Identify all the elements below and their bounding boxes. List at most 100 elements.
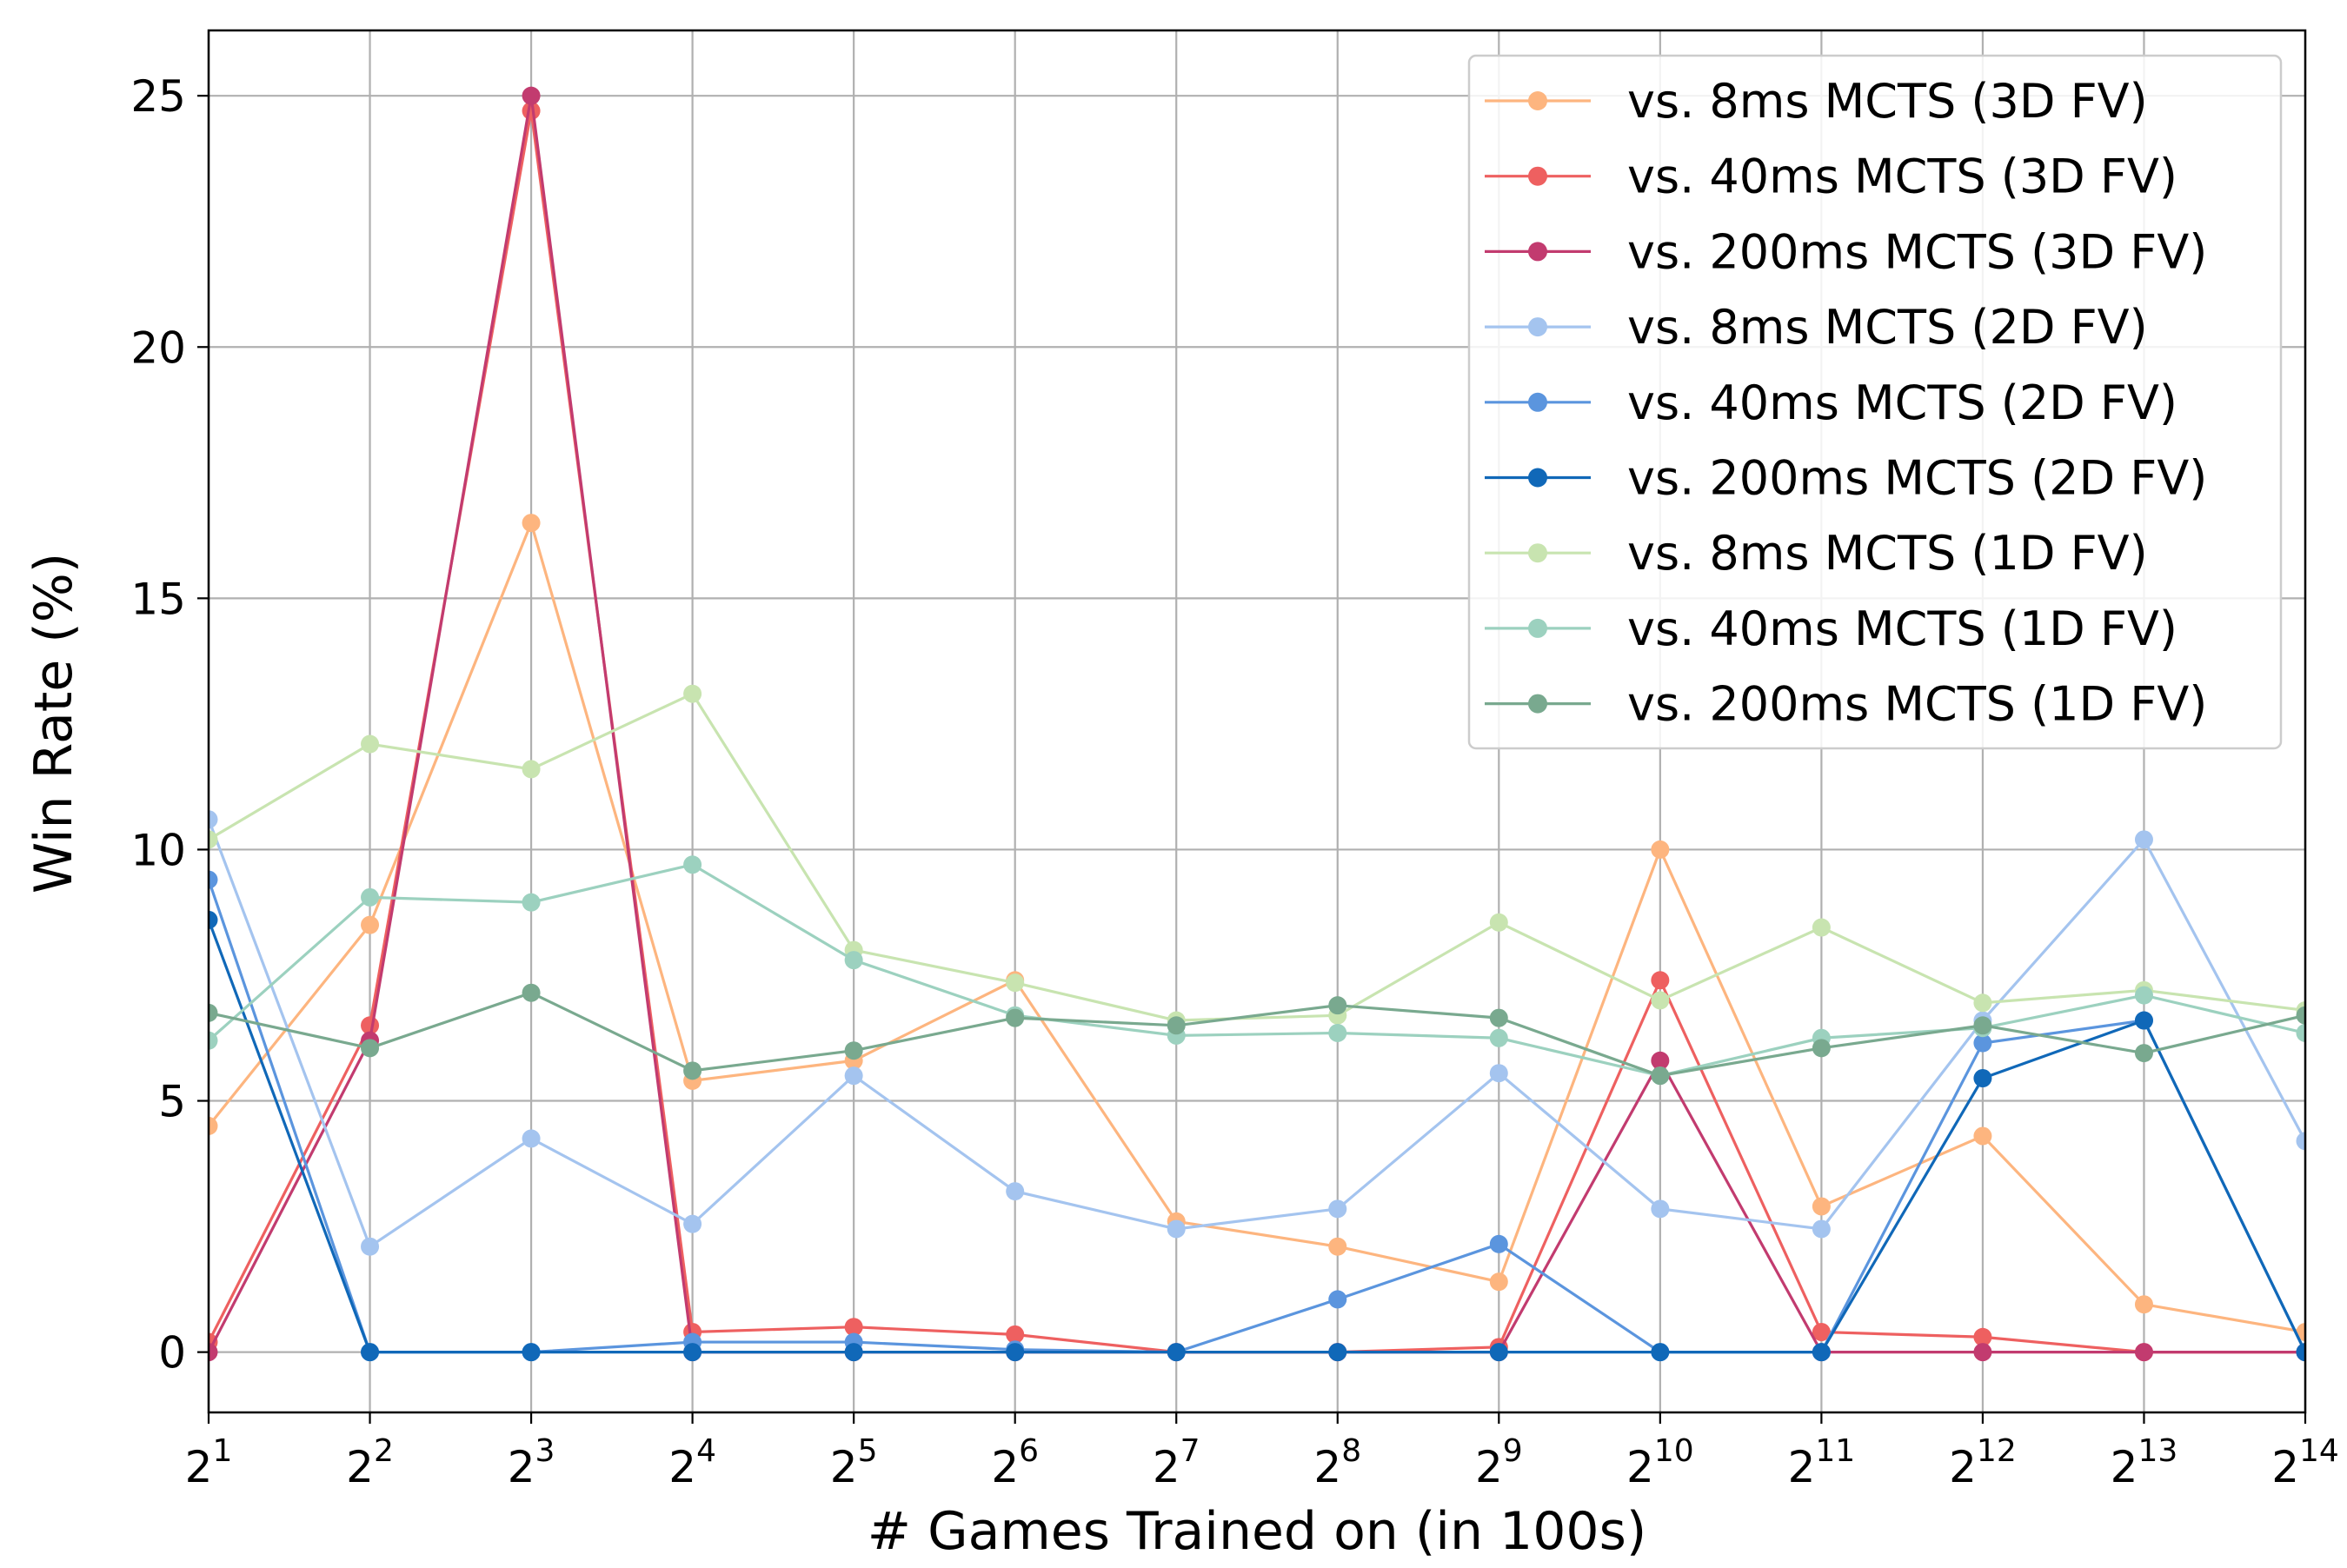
data-point (2296, 1006, 2305, 1025)
data-point (1973, 1069, 1992, 1088)
series-line (209, 819, 2305, 1249)
legend-label: vs. 40ms MCTS (3D FV) (1627, 149, 2177, 204)
legend-item: vs. 8ms MCTS (1D FV) (1485, 526, 2148, 581)
series-4 (209, 810, 2305, 1256)
data-point (2134, 1295, 2153, 1314)
series-5 (209, 870, 2305, 1362)
data-point (1489, 1064, 1508, 1083)
legend-marker (1528, 392, 1547, 412)
legend-marker (1528, 91, 1547, 110)
x-tick-label: 28 (1313, 1433, 1361, 1492)
data-point (209, 870, 218, 889)
series-line (209, 919, 2305, 1354)
y-tick-label: 5 (158, 1077, 186, 1127)
legend-label: vs. 200ms MCTS (3D FV) (1627, 224, 2207, 279)
series-6 (209, 910, 2305, 1362)
series-9 (209, 983, 2305, 1086)
data-point (361, 1039, 380, 1058)
data-point (1651, 1343, 1670, 1362)
data-point (1651, 971, 1670, 990)
data-point (1973, 1126, 1992, 1146)
data-point (1006, 1343, 1025, 1362)
data-point (209, 1343, 218, 1362)
legend-label: vs. 40ms MCTS (1D FV) (1627, 601, 2177, 656)
legend-marker (1528, 317, 1547, 337)
data-point (1973, 993, 1992, 1013)
series-lines (209, 86, 2305, 1362)
data-point (361, 915, 380, 934)
data-point (2296, 1132, 2305, 1151)
data-point (209, 810, 218, 829)
series-line (209, 518, 2305, 1334)
x-tick-label: 212 (1949, 1433, 2017, 1492)
data-point (844, 1318, 863, 1337)
data-point (2134, 830, 2153, 849)
series-line (209, 879, 2305, 1354)
y-tick-label: 20 (130, 322, 186, 373)
data-point (522, 86, 541, 105)
x-tick-label: 214 (2271, 1433, 2339, 1492)
data-point (1973, 1016, 1992, 1035)
data-point (1489, 1343, 1508, 1362)
legend-item: vs. 8ms MCTS (3D FV) (1485, 74, 2148, 129)
legend-item: vs. 40ms MCTS (2D FV) (1485, 375, 2177, 430)
data-point (1651, 991, 1670, 1010)
data-point (1328, 1237, 1347, 1256)
data-point (522, 893, 541, 912)
data-point (1006, 1008, 1025, 1027)
data-point (1167, 1016, 1186, 1035)
data-point (1973, 1033, 1992, 1053)
data-point (683, 1214, 702, 1233)
legend-item: vs. 200ms MCTS (1D FV) (1485, 677, 2207, 732)
data-point (1812, 1197, 1831, 1216)
data-point (2134, 986, 2153, 1005)
data-point (1489, 1234, 1508, 1253)
data-point (1812, 1322, 1831, 1341)
x-tick-label: 213 (2111, 1433, 2178, 1492)
x-tick-label: 26 (991, 1433, 1039, 1492)
legend-marker (1528, 543, 1547, 563)
data-point (1006, 973, 1025, 993)
legend-label: vs. 8ms MCTS (1D FV) (1627, 526, 2148, 581)
y-tick-label: 10 (130, 825, 186, 875)
data-point (209, 830, 218, 849)
x-tick-label: 27 (1153, 1433, 1200, 1492)
legend-marker (1528, 166, 1547, 186)
legend-marker (1528, 694, 1547, 714)
x-axis-label: # Games Trained on (in 100s) (868, 1501, 1647, 1562)
data-point (361, 1343, 380, 1362)
legend-label: vs. 40ms MCTS (2D FV) (1627, 375, 2177, 430)
data-point (1006, 1182, 1025, 1201)
legend-label: vs. 8ms MCTS (2D FV) (1627, 300, 2148, 355)
data-point (1812, 1219, 1831, 1239)
data-point (844, 1343, 863, 1362)
legend-item: vs. 200ms MCTS (2D FV) (1485, 451, 2207, 506)
x-tick-label: 22 (346, 1433, 394, 1492)
series-8 (209, 855, 2305, 1086)
data-point (1489, 1028, 1508, 1047)
data-point (209, 910, 218, 929)
data-point (361, 887, 380, 907)
data-point (844, 951, 863, 970)
legend-item: vs. 40ms MCTS (1D FV) (1485, 601, 2177, 656)
data-point (1167, 1219, 1186, 1239)
legend-item: vs. 40ms MCTS (3D FV) (1485, 149, 2177, 204)
y-tick-label: 0 (158, 1328, 186, 1379)
data-point (683, 1343, 702, 1362)
x-tick-label: 211 (1788, 1433, 1856, 1492)
data-point (683, 684, 702, 703)
y-tick-label: 25 (130, 71, 186, 122)
legend-label: vs. 8ms MCTS (3D FV) (1627, 74, 2148, 129)
data-point (1973, 1327, 1992, 1346)
data-point (1328, 1343, 1347, 1362)
legend-marker (1528, 468, 1547, 488)
legend-label: vs. 200ms MCTS (1D FV) (1627, 677, 2207, 732)
legend: vs. 8ms MCTS (3D FV) vs. 40ms MCTS (3D FV… (1467, 54, 2283, 750)
data-point (1812, 918, 1831, 937)
data-point (1328, 1199, 1347, 1219)
data-point (1328, 1290, 1347, 1309)
data-point (2296, 1343, 2305, 1362)
data-point (522, 983, 541, 1002)
data-point (1651, 1199, 1670, 1219)
